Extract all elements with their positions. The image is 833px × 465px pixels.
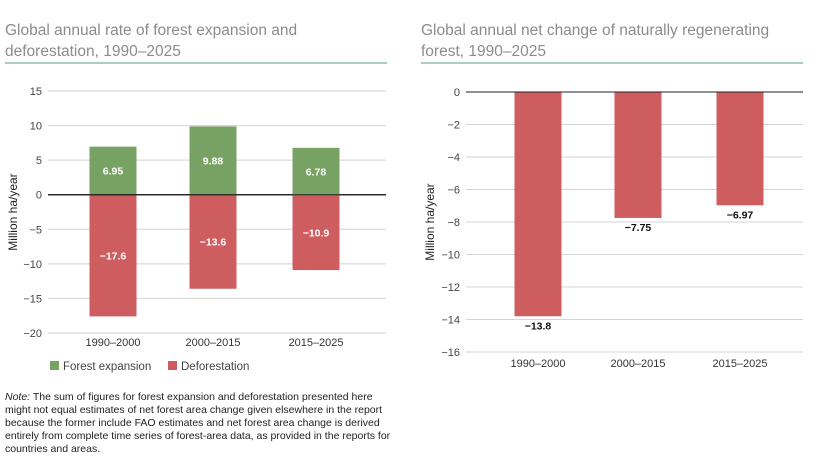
- data-label: −13.8: [525, 320, 552, 332]
- bar: [189, 194, 237, 289]
- x-tick-label: 1990–2000: [510, 358, 565, 370]
- x-tick-label: 2000–2015: [610, 358, 665, 370]
- legend-swatch: [168, 361, 177, 370]
- x-tick-label: 1990–2000: [85, 337, 140, 349]
- right-chart-title: Global annual net change of naturally re…: [421, 22, 770, 60]
- y-tick-label: −20: [23, 328, 42, 340]
- legend-label: Deforestation: [181, 361, 249, 373]
- legend-label: Forest expansion: [63, 361, 151, 373]
- bar: [89, 194, 137, 317]
- data-label: −17.6: [100, 251, 127, 263]
- bar: [189, 126, 237, 195]
- left-title-rule: [5, 62, 387, 64]
- legend-swatch: [50, 361, 59, 370]
- bar: [614, 92, 662, 218]
- y-tick-label: 0: [454, 87, 460, 99]
- y-tick-label: −6: [447, 185, 460, 197]
- footnote: Note: The sum of figures for forest expa…: [5, 391, 395, 456]
- y-tick-label: −12: [441, 282, 460, 294]
- bar: [292, 147, 340, 195]
- y-tick-label: −14: [441, 315, 460, 327]
- y-axis-label: Million ha/year: [6, 173, 20, 250]
- x-tick-label: 2015–2025: [288, 337, 343, 349]
- x-tick-label: 2000–2015: [185, 337, 240, 349]
- data-label: −13.6: [200, 237, 227, 249]
- y-tick-label: 0: [36, 190, 42, 202]
- y-tick-label: −15: [23, 293, 42, 305]
- bar: [89, 146, 137, 195]
- y-tick-label: −16: [441, 347, 460, 359]
- y-tick-label: −10: [23, 259, 42, 271]
- y-tick-label: −2: [447, 120, 460, 132]
- bar: [514, 92, 562, 317]
- y-tick-label: 5: [36, 155, 42, 167]
- data-label: 9.88: [203, 156, 224, 168]
- data-label: −7.75: [625, 222, 652, 234]
- y-tick-label: 15: [30, 86, 42, 98]
- y-axis-label: Million ha/year: [423, 183, 437, 260]
- y-tick-label: −4: [447, 152, 460, 164]
- data-label: −10.9: [303, 227, 330, 239]
- y-tick-label: 10: [30, 121, 42, 133]
- y-tick-label: −5: [29, 224, 42, 236]
- bar: [716, 92, 764, 206]
- right-title-rule: [421, 62, 803, 64]
- x-tick-label: 2015–2025: [712, 358, 767, 370]
- bar: [292, 194, 340, 271]
- data-label: 6.78: [306, 166, 327, 178]
- left-chart-title: Global annual rate of forest expansion a…: [5, 22, 298, 60]
- y-tick-label: −8: [447, 217, 460, 229]
- note-text: The sum of figures for forest expansion …: [5, 391, 391, 455]
- y-tick-label: −10: [441, 250, 460, 262]
- data-label: −6.97: [727, 209, 754, 221]
- note-prefix: Note:: [5, 391, 31, 403]
- data-label: 6.95: [103, 166, 124, 178]
